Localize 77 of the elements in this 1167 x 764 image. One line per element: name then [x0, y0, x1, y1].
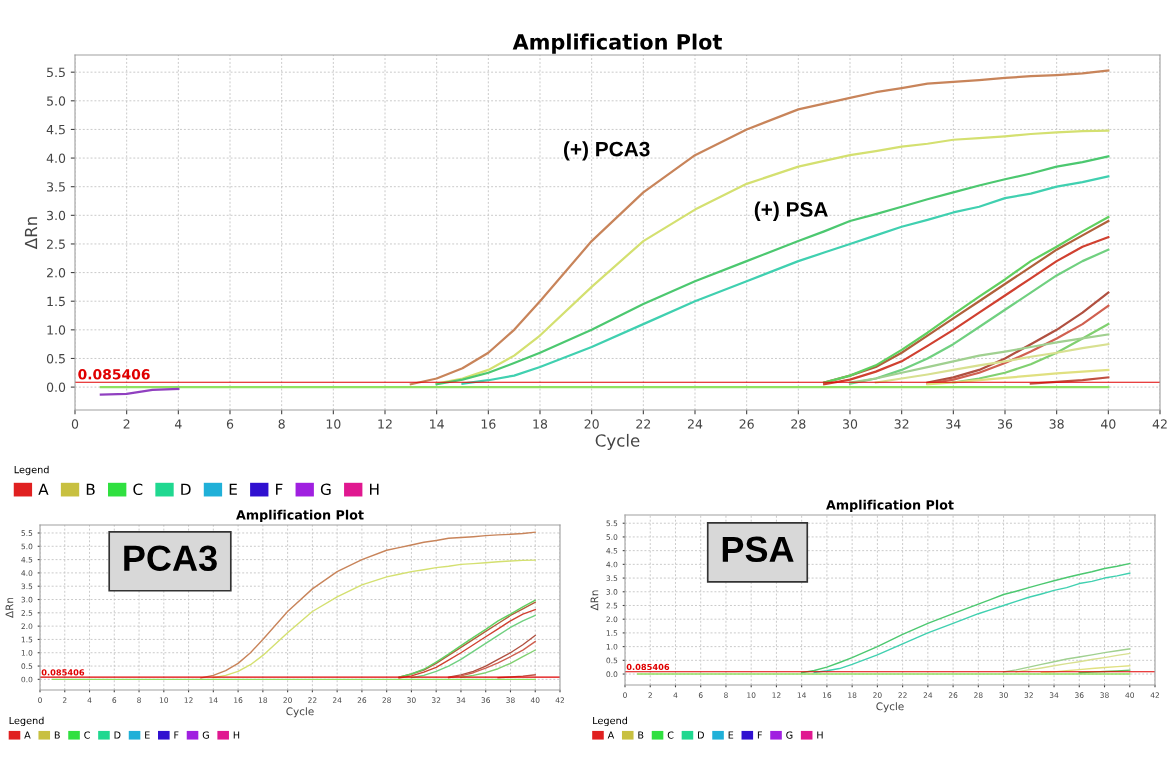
y-axis-title: ΔRn: [5, 597, 14, 618]
x-tick-label: 20: [584, 419, 599, 429]
legend-label: H: [817, 731, 823, 739]
legend-title: Legend: [9, 716, 44, 727]
legend-label: G: [320, 483, 331, 496]
x-tick-label: 34: [946, 419, 961, 429]
legend-label: H: [370, 483, 379, 495]
x-tick-label: 8: [278, 419, 285, 429]
x-tick-label: 42: [1152, 419, 1167, 429]
y-tick-label: 5.5: [47, 67, 65, 78]
x-tick-label: 28: [791, 419, 806, 429]
legend-label: C: [84, 731, 90, 739]
y-tick-label: 1.0: [47, 325, 66, 335]
x-tick-label: 6: [226, 419, 234, 429]
ref-line-label: 0.085406: [626, 663, 670, 671]
x-tick-label: 36: [998, 419, 1013, 429]
legend-label: F: [757, 731, 762, 739]
legend-label: A: [38, 483, 49, 495]
x-tick-label: 12: [378, 419, 392, 429]
legend-label: E: [145, 731, 150, 739]
y-tick-label: 2.5: [47, 239, 65, 249]
ref-line-label: 0.085406: [41, 669, 85, 676]
annotation: PSA: [722, 536, 794, 563]
x-tick-label: 16: [481, 419, 496, 429]
legend-label: E: [229, 483, 237, 495]
legend-label: B: [54, 731, 60, 739]
y-tick-label: 3.0: [47, 210, 66, 221]
annotation: (+) PCA3: [563, 141, 650, 161]
x-tick-label: 40: [1100, 419, 1116, 429]
x-axis-title: Cycle: [286, 707, 314, 718]
x-tick-label: 18: [533, 419, 548, 429]
annotation: (+) PSA: [754, 201, 828, 221]
y-tick-label: 5.0: [47, 96, 66, 106]
annotation: PCA3: [124, 545, 217, 572]
y-tick-label: 4.0: [46, 153, 66, 163]
chart-title: Amplification Plot: [512, 33, 722, 54]
x-tick-label: 26: [739, 419, 754, 429]
legend-label: A: [24, 731, 31, 739]
y-tick-label: 0.5: [46, 353, 65, 364]
ref-line-label: 0.085406: [78, 369, 150, 380]
legend-label: D: [114, 731, 121, 739]
legend-label: E: [728, 731, 734, 739]
x-tick-label: 32: [894, 419, 909, 429]
legend-label: G: [202, 731, 209, 739]
x-tick-label: 22: [636, 419, 651, 429]
y-tick-label: 2.0: [47, 268, 66, 278]
y-axis-title: ΔRn: [24, 217, 38, 250]
x-tick-label: 24: [687, 419, 703, 429]
x-tick-label: 38: [1049, 419, 1064, 429]
legend-label: F: [174, 731, 179, 739]
x-axis-title: Cycle: [876, 702, 904, 713]
y-tick-label: 3.5: [47, 182, 65, 192]
legend-label: B: [638, 731, 644, 739]
legend-label: C: [667, 731, 674, 739]
legend-label: D: [698, 731, 704, 739]
legend-label: H: [233, 731, 240, 739]
y-tick-label: 4.5: [46, 125, 65, 135]
legend-title: Legend: [14, 465, 49, 476]
legend-label: F: [276, 483, 283, 495]
legend-label: A: [607, 731, 615, 739]
chart-title: Amplification Plot: [826, 499, 954, 513]
legend-label: C: [133, 483, 143, 496]
x-tick-label: 0: [71, 419, 79, 429]
x-tick-label: 4: [174, 419, 182, 429]
legend-label: G: [786, 731, 793, 739]
legend-title: Legend: [593, 716, 628, 727]
y-axis-title: ΔRn: [590, 590, 599, 611]
legend-label: B: [86, 483, 95, 495]
x-tick-label: 2: [123, 419, 130, 429]
x-axis-title: Cycle: [595, 433, 640, 451]
x-tick-label: 10: [326, 419, 341, 429]
x-tick-label: 14: [430, 419, 444, 429]
chart-title: Amplification Plot: [236, 509, 364, 523]
legend-label: D: [181, 483, 191, 495]
y-tick-label: 0.0: [46, 382, 66, 393]
x-tick-label: 30: [843, 419, 858, 429]
y-tick-label: 1.5: [47, 296, 65, 307]
